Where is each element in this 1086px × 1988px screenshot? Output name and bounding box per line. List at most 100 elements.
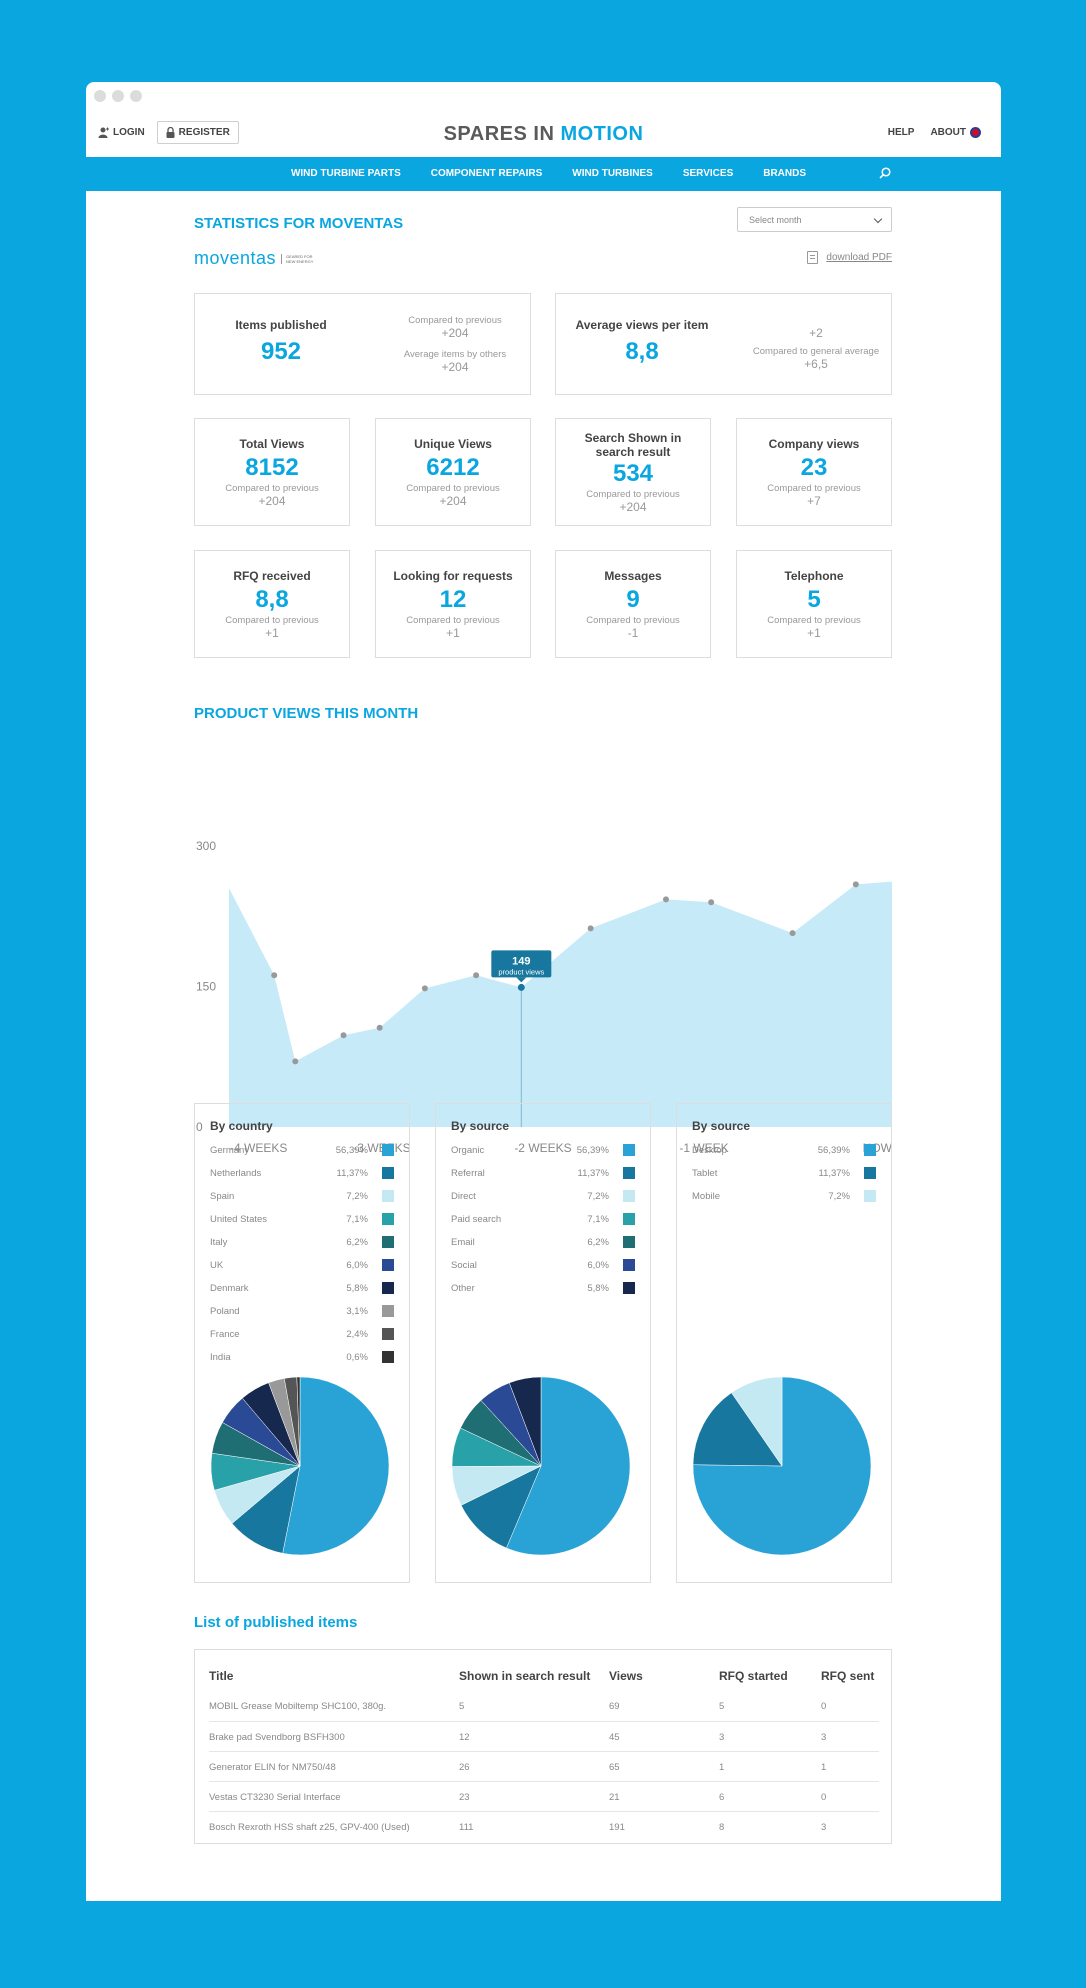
- legend-item[interactable]: Poland 3,1%: [210, 1305, 394, 1319]
- legend-item[interactable]: Referral 11,37%: [451, 1167, 635, 1181]
- items-published-label: Items published: [235, 318, 327, 332]
- about-menu[interactable]: ABOUT: [930, 127, 981, 138]
- legend-item[interactable]: Tablet 11,37%: [692, 1167, 876, 1181]
- legend-swatch: [382, 1351, 394, 1363]
- data-point[interactable]: [473, 972, 480, 979]
- stat-compare-label: Compared to previous: [586, 489, 680, 500]
- nav-item-services[interactable]: SERVICES: [682, 168, 734, 179]
- login-link[interactable]: LOGIN: [98, 127, 145, 138]
- pie-slice[interactable]: [508, 1376, 542, 1467]
- register-button[interactable]: REGISTER: [156, 121, 239, 144]
- document-icon: [807, 251, 819, 264]
- table-row[interactable]: Brake pad Svendborg BSFH300 12 45 3 3: [209, 1721, 879, 1752]
- legend-item[interactable]: India 0,6%: [210, 1351, 394, 1365]
- data-point[interactable]: [852, 881, 859, 888]
- data-point[interactable]: [587, 925, 594, 932]
- legend-label: Direct: [451, 1191, 476, 1202]
- legend-item[interactable]: Email 6,2%: [451, 1236, 635, 1250]
- legend-item[interactable]: United States 7,1%: [210, 1213, 394, 1227]
- data-point[interactable]: [789, 930, 796, 937]
- legend-item[interactable]: Organic 56,39%: [451, 1144, 635, 1158]
- legend-item[interactable]: Paid search 7,1%: [451, 1213, 635, 1227]
- pie-slice[interactable]: [506, 1376, 631, 1556]
- legend-item[interactable]: Social 6,0%: [451, 1259, 635, 1273]
- window-dot-icon[interactable]: [94, 90, 106, 102]
- legend-label: Desktop: [692, 1145, 727, 1156]
- table-row[interactable]: Generator ELIN for NM750/48 26 65 1 1: [209, 1751, 879, 1782]
- site-logo[interactable]: SPARES IN MOTION: [86, 123, 1001, 146]
- data-point[interactable]: [517, 983, 525, 991]
- table-row[interactable]: Bosch Rexroth HSS shaft z25, GPV-400 (Us…: [209, 1811, 879, 1842]
- legend-label: Organic: [451, 1145, 485, 1156]
- legend-item[interactable]: Spain 7,2%: [210, 1190, 394, 1204]
- logo-text-accent: MOTION: [560, 123, 644, 145]
- legend-item[interactable]: Netherlands 11,37%: [210, 1167, 394, 1181]
- pie-slice[interactable]: [282, 1376, 390, 1556]
- legend-swatch: [623, 1167, 635, 1179]
- data-point[interactable]: [340, 1032, 347, 1039]
- item-title[interactable]: MOBIL Grease Mobiltemp SHC100, 380g.: [209, 1701, 387, 1712]
- legend-item[interactable]: Italy 6,2%: [210, 1236, 394, 1250]
- nav-item-brands[interactable]: BRANDS: [763, 168, 807, 179]
- pie-slice[interactable]: [296, 1376, 301, 1467]
- unique-views-card: Unique Views 6212 Compared to previous +…: [375, 418, 531, 526]
- company-views-card: Company views 23 Compared to previous +7: [736, 418, 892, 526]
- stat-delta: +204: [439, 494, 467, 508]
- column-header[interactable]: Title: [209, 1669, 234, 1683]
- data-point[interactable]: [292, 1058, 299, 1065]
- x-tick-label: -1 WEEK: [679, 1141, 728, 1155]
- pie-slice[interactable]: [692, 1392, 783, 1467]
- published-items-title: List of published items: [194, 1614, 358, 1631]
- data-point[interactable]: [376, 1024, 383, 1031]
- data-point[interactable]: [708, 899, 715, 906]
- data-point[interactable]: [662, 896, 669, 903]
- legend-item[interactable]: Denmark 5,8%: [210, 1282, 394, 1296]
- about-label: ABOUT: [930, 127, 966, 139]
- column-header[interactable]: Views: [609, 1669, 643, 1683]
- legend-label: Paid search: [451, 1214, 502, 1225]
- legend-swatch: [623, 1144, 635, 1156]
- average-by-others-value: +204: [441, 360, 469, 374]
- pie-slice[interactable]: [460, 1465, 542, 1549]
- legend-item[interactable]: France 2,4%: [210, 1328, 394, 1342]
- item-title[interactable]: Vestas CT3230 Serial Interface: [209, 1792, 341, 1803]
- item-title[interactable]: Generator ELIN for NM750/48: [209, 1762, 336, 1773]
- download-pdf-link[interactable]: download PDF: [807, 251, 892, 264]
- column-header[interactable]: RFQ started: [719, 1669, 788, 1683]
- month-select[interactable]: Select month: [737, 207, 892, 232]
- y-tick-label: 150: [196, 980, 216, 994]
- legend-percentage: 7,1%: [346, 1214, 368, 1225]
- nav-item-wind-turbine-parts[interactable]: WIND TURBINE PARTS: [290, 168, 401, 179]
- pie-slice[interactable]: [731, 1376, 783, 1467]
- search-icon[interactable]: [879, 167, 891, 179]
- stat-compare-label: Compared to previous: [225, 615, 319, 626]
- column-header[interactable]: Shown in search result: [459, 1669, 591, 1683]
- stat-delta: +1: [446, 626, 460, 640]
- item-title[interactable]: Bosch Rexroth HSS shaft z25, GPV-400 (Us…: [209, 1822, 410, 1833]
- legend-item[interactable]: Germany 56,39%: [210, 1144, 394, 1158]
- legend-label: France: [210, 1329, 240, 1340]
- stat-value: 9: [626, 586, 640, 613]
- legend-percentage: 6,0%: [346, 1260, 368, 1271]
- table-row[interactable]: Vestas CT3230 Serial Interface 23 21 6 0: [209, 1781, 879, 1812]
- legend-item[interactable]: Direct 7,2%: [451, 1190, 635, 1204]
- window-dot-icon[interactable]: [130, 90, 142, 102]
- data-point[interactable]: [421, 985, 428, 992]
- window-dot-icon[interactable]: [112, 90, 124, 102]
- table-row[interactable]: MOBIL Grease Mobiltemp SHC100, 380g. 5 6…: [209, 1691, 879, 1722]
- views: 69: [609, 1701, 620, 1712]
- nav-item-component-repairs[interactable]: COMPONENT REPAIRS: [430, 168, 543, 179]
- pie-title: By source: [451, 1119, 510, 1133]
- legend-label: Poland: [210, 1306, 240, 1317]
- column-header[interactable]: RFQ sent: [821, 1669, 875, 1683]
- legend-item[interactable]: UK 6,0%: [210, 1259, 394, 1273]
- nav-item-wind-turbines[interactable]: WIND TURBINES: [572, 168, 653, 179]
- help-link[interactable]: HELP: [887, 127, 915, 138]
- data-point[interactable]: [271, 972, 278, 979]
- item-title[interactable]: Brake pad Svendborg BSFH300: [209, 1732, 345, 1743]
- legend-item[interactable]: Desktop 56,39%: [692, 1144, 876, 1158]
- legend-item[interactable]: Mobile 7,2%: [692, 1190, 876, 1204]
- by-source-pie-chart: [451, 1376, 631, 1556]
- legend-item[interactable]: Other 5,8%: [451, 1282, 635, 1296]
